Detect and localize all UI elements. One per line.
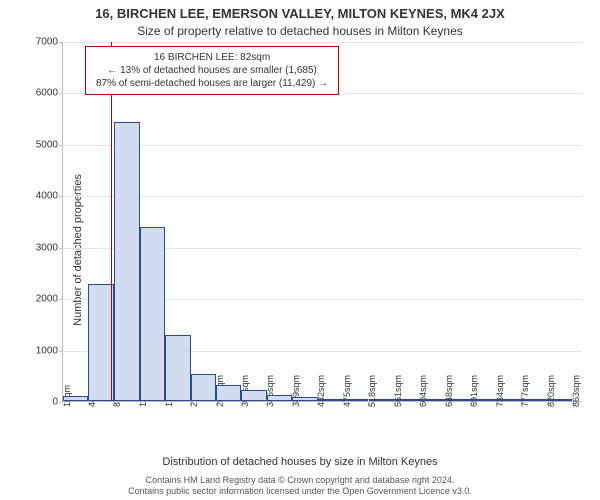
chart-subtitle: Size of property relative to detached ho… — [0, 24, 600, 38]
histogram-bar — [140, 227, 165, 401]
footer-attribution: Contains HM Land Registry data © Crown c… — [0, 475, 600, 496]
histogram-bar — [63, 396, 88, 401]
histogram-bar — [216, 385, 241, 401]
info-line-3: 87% of semi-detached houses are larger (… — [96, 77, 328, 90]
histogram-bar — [191, 374, 216, 401]
histogram-bar — [241, 390, 266, 401]
chart-container: 16, BIRCHEN LEE, EMERSON VALLEY, MILTON … — [0, 0, 600, 500]
histogram-bar — [445, 399, 470, 401]
marker-info-box: 16 BIRCHEN LEE: 82sqm ← 13% of detached … — [85, 46, 339, 95]
histogram-bar — [165, 335, 190, 401]
chart-title: 16, BIRCHEN LEE, EMERSON VALLEY, MILTON … — [0, 6, 600, 21]
reference-line — [111, 42, 112, 401]
histogram-bar — [343, 399, 368, 401]
footer-line-2: Contains public sector information licen… — [0, 486, 600, 496]
histogram-bar — [267, 395, 292, 401]
histogram-bar — [369, 399, 394, 401]
info-line-1: 16 BIRCHEN LEE: 82sqm — [96, 51, 328, 64]
plot-area: 01000200030004000500060007000 1sqm44sqm8… — [62, 42, 582, 402]
histogram-bar — [394, 399, 419, 401]
x-axis-label: Distribution of detached houses by size … — [0, 456, 600, 468]
histogram-bar — [88, 284, 113, 401]
histogram-bar — [471, 399, 496, 401]
histogram-bar — [419, 399, 445, 401]
histogram-bar — [522, 399, 547, 401]
info-line-2: ← 13% of detached houses are smaller (1,… — [96, 64, 328, 77]
histogram-bar — [292, 397, 317, 401]
histogram-bars — [63, 42, 582, 401]
histogram-bar — [318, 399, 343, 401]
footer-line-1: Contains HM Land Registry data © Crown c… — [0, 475, 600, 485]
histogram-bar — [547, 399, 572, 401]
histogram-bar — [114, 122, 140, 401]
plot-frame: 01000200030004000500060007000 1sqm44sqm8… — [62, 42, 582, 402]
histogram-bar — [496, 399, 521, 401]
